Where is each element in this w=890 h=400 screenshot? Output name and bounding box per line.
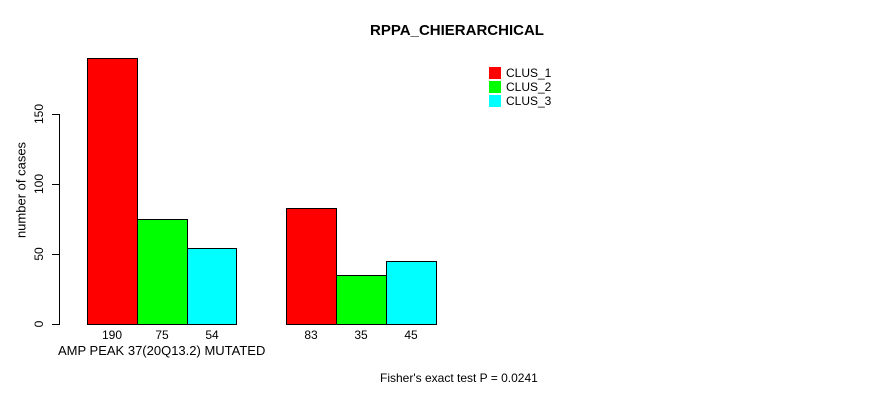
y-axis-tick [52, 114, 59, 115]
y-axis-tick [52, 184, 59, 185]
bar-CLUS_3-group2 [386, 261, 437, 325]
bar-CLUS_3-group1 [187, 248, 237, 325]
legend: CLUS_1 CLUS_2 CLUS_3 [489, 66, 551, 108]
y-axis-label: number of cases [13, 141, 29, 239]
legend-item: CLUS_3 [489, 94, 551, 108]
y-axis-tick-label: 0 [32, 320, 46, 328]
legend-item: CLUS_1 [489, 66, 551, 80]
bar-CLUS_1-group1 [87, 58, 138, 325]
legend-item-label: CLUS_1 [506, 66, 552, 80]
bar-CLUS_2-group1 [137, 219, 188, 325]
legend-swatch-CLUS_1 [489, 67, 501, 79]
y-axis-tick [52, 254, 59, 255]
bar-value-label: 45 [404, 328, 418, 342]
y-axis-tick-label: 150 [32, 103, 46, 125]
bar-CLUS_2-group2 [336, 275, 387, 325]
bar-CLUS_1-group2 [286, 208, 337, 325]
legend-item: CLUS_2 [489, 80, 551, 94]
y-axis-line [59, 114, 60, 325]
x-axis-label: AMP PEAK 37(20Q13.2) MUTATED [58, 343, 266, 358]
legend-item-label: CLUS_3 [506, 94, 552, 108]
annotation-text: Fisher's exact test P = 0.0241 [380, 371, 538, 385]
legend-swatch-CLUS_3 [489, 95, 501, 107]
chart-title: RPPA_CHIERARCHICAL [370, 22, 544, 39]
y-axis-tick-label: 100 [32, 173, 46, 195]
legend-swatch-CLUS_2 [489, 81, 501, 93]
bar-value-label: 83 [304, 328, 318, 342]
bar-value-label: 75 [155, 328, 169, 342]
y-axis-tick [52, 324, 59, 325]
bar-value-label: 35 [354, 328, 368, 342]
bar-value-label: 54 [205, 328, 219, 342]
legend-item-label: CLUS_2 [506, 80, 552, 94]
y-axis-tick-label: 50 [32, 247, 46, 261]
bar-value-label: 190 [101, 328, 123, 342]
